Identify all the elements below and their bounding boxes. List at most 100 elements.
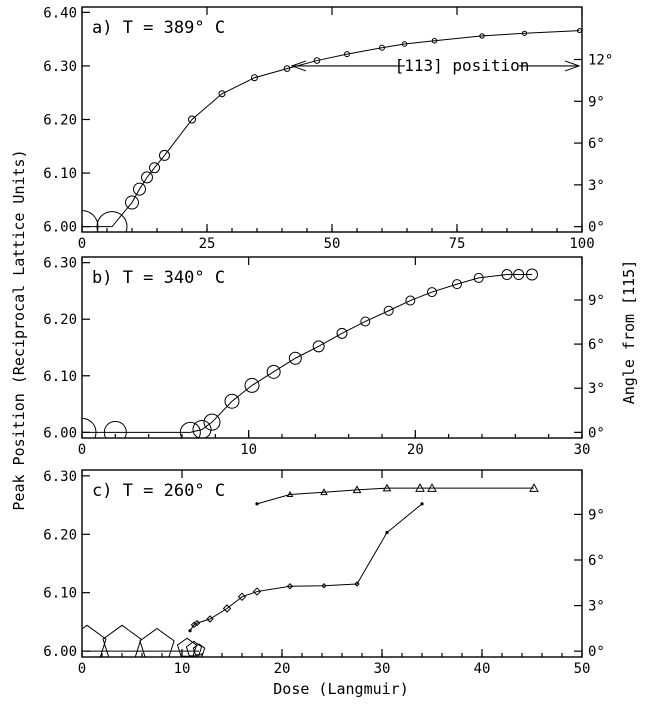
data-point — [206, 615, 214, 623]
data-point — [405, 295, 416, 306]
data-point — [382, 483, 392, 492]
data-point — [82, 624, 107, 657]
x-tick-label: 30 — [574, 442, 591, 458]
data-point — [266, 364, 281, 379]
data-point — [521, 30, 528, 36]
panels: 0 25 50 75 1006.006.106.206.306.400°3°6°9°12… — [43, 5, 613, 677]
data-point — [352, 485, 362, 494]
y2-tick-label: 6° — [588, 337, 605, 353]
y-tick-label: 6.10 — [43, 369, 77, 385]
y2-tick-label: 0° — [588, 644, 605, 660]
right-y-axis-title: Angle from [115] — [620, 260, 638, 405]
x-tick-label: 20 — [407, 442, 424, 458]
data-point — [288, 351, 302, 365]
panel-label: b) T = 340° C — [92, 268, 225, 288]
data-point — [283, 65, 291, 72]
data-point — [251, 74, 258, 82]
y-tick-label: 6.30 — [43, 256, 77, 272]
x-tick-label: 20 — [274, 661, 291, 677]
series-line — [82, 30, 580, 228]
data-point — [427, 483, 437, 492]
data-point — [379, 44, 385, 51]
series-line — [189, 503, 423, 631]
series-line — [82, 274, 532, 433]
x-tick-label: 10 — [174, 661, 191, 677]
panel-label: a) T = 389° C — [92, 18, 225, 38]
data-point — [344, 51, 350, 58]
data-point — [222, 604, 232, 613]
data-point — [529, 483, 539, 492]
data-point — [479, 33, 485, 39]
y2-tick-label: 6° — [588, 136, 605, 152]
x-tick-label: 25 — [199, 236, 216, 252]
annotation-arrowhead-right — [564, 60, 581, 72]
data-point — [321, 582, 327, 589]
y2-tick-label: 3° — [588, 178, 605, 194]
data-point — [133, 182, 146, 196]
data-point — [286, 491, 294, 498]
x-tick-label: 0 — [78, 236, 86, 252]
series-group — [82, 28, 582, 232]
data-point — [203, 413, 221, 431]
data-point — [188, 629, 192, 633]
y2-tick-label: 0° — [588, 220, 605, 236]
data-point — [383, 305, 394, 316]
data-point — [192, 643, 206, 656]
data-point — [139, 627, 175, 657]
y2-tick-label: 3° — [588, 381, 605, 397]
data-point — [149, 162, 160, 174]
data-point — [286, 583, 294, 590]
data-point — [473, 272, 484, 283]
y-tick-label: 6.20 — [43, 113, 77, 129]
data-point — [185, 640, 203, 657]
data-point — [188, 115, 196, 124]
y-tick-label: 6.40 — [43, 5, 77, 21]
x-tick-label: 40 — [474, 661, 491, 677]
data-point — [312, 340, 325, 353]
y2-tick-label: 9° — [588, 94, 605, 110]
y-tick-label: 6.00 — [43, 425, 77, 441]
data-point — [452, 279, 462, 290]
y2-tick-label: 12° — [588, 53, 613, 69]
x-tick-label: 10 — [240, 442, 257, 458]
data-point — [237, 592, 247, 602]
data-point — [179, 421, 201, 438]
x-tick-label: 100 — [569, 236, 594, 252]
data-point — [360, 316, 371, 327]
y2-tick-label: 3° — [588, 599, 605, 615]
data-point — [354, 581, 360, 587]
data-point — [141, 171, 153, 184]
y2-tick-label: 9° — [588, 293, 605, 309]
data-point — [431, 37, 438, 44]
data-point — [255, 502, 259, 506]
data-point — [320, 488, 328, 496]
y-axis-title: Peak Position (Reciprocal Lattice Units) — [10, 149, 28, 510]
data-point — [218, 90, 226, 98]
data-point — [192, 420, 212, 438]
x-tick-label: 50 — [574, 661, 591, 677]
annotation-text: [113] position — [395, 56, 530, 75]
data-point — [176, 637, 198, 657]
data-point — [96, 211, 128, 232]
data-point — [252, 587, 262, 596]
x-tick-label: 75 — [449, 236, 466, 252]
series-line — [256, 487, 534, 505]
y2-tick-label: 6° — [588, 553, 605, 569]
data-point — [415, 483, 425, 492]
panel-2: 0 10 20 30 40 50 6.00 6.10 6.20 6.30 0° 3° 6° 9° c) T … — [43, 469, 605, 677]
data-point — [385, 530, 389, 535]
y2-tick-label: 9° — [588, 507, 605, 523]
plot-frame — [81, 469, 583, 658]
plot-frame — [81, 256, 583, 439]
y-tick-label: 6.00 — [43, 220, 77, 236]
x-tick-label: 0 — [78, 661, 86, 677]
y-tick-label: 6.20 — [43, 527, 77, 543]
data-point — [420, 502, 424, 506]
data-point — [501, 269, 513, 281]
x-tick-label: 30 — [374, 661, 391, 677]
data-point — [244, 377, 260, 393]
plot-frame — [81, 6, 583, 233]
data-point — [193, 619, 201, 627]
data-point — [159, 149, 170, 161]
